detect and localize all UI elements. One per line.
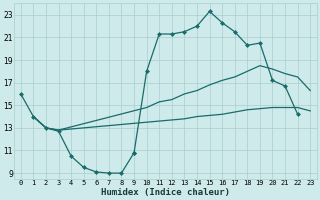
- X-axis label: Humidex (Indice chaleur): Humidex (Indice chaleur): [101, 188, 230, 197]
